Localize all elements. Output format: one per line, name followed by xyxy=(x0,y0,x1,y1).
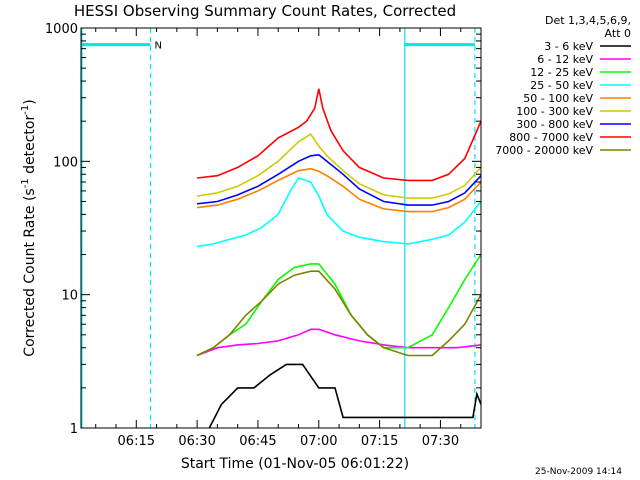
x-axis-label: Start Time (01-Nov-05 06:01:22) xyxy=(181,456,409,472)
y-axis-label: Corrected Count Rate (s-1 detector-1) xyxy=(20,99,38,356)
series-line-3 xyxy=(196,254,482,357)
x-tick-label: 07:15 xyxy=(361,434,398,449)
legend-label: 50 - 100 keV xyxy=(523,92,593,105)
series-line-1 xyxy=(208,363,482,429)
series-line-9 xyxy=(196,270,482,357)
legend-label: 300 - 800 keV xyxy=(516,118,593,131)
x-tick-label: 06:30 xyxy=(178,434,215,449)
plot-frame xyxy=(80,27,482,429)
timestamp-label: 25-Nov-2009 14:14 xyxy=(535,467,622,477)
y-tick-label: 10 xyxy=(61,289,78,304)
x-tick-label: 06:45 xyxy=(239,434,276,449)
y-axis-label-sup: -1 xyxy=(20,178,31,188)
series-line-5 xyxy=(197,167,482,213)
series-line-7 xyxy=(197,153,482,206)
legend-label: 6 - 12 keV xyxy=(537,53,593,66)
y-tick-label: 100 xyxy=(53,155,78,170)
y-tick-label: 1 xyxy=(70,422,78,437)
legend-label: 100 - 300 keV xyxy=(516,105,593,118)
y-tick-label: 1000 xyxy=(45,22,78,37)
series-line-2 xyxy=(196,328,482,357)
series-line-4 xyxy=(196,177,482,248)
x-tick-label: 07:00 xyxy=(300,434,337,449)
legend-header: Det 1,3,4,5,6,9, xyxy=(545,14,631,27)
night-marker-label: N xyxy=(154,41,161,52)
y-axis-label-part: detector xyxy=(22,115,38,179)
y-axis-label-part: ) xyxy=(22,99,38,104)
y-axis-label-part: Corrected Count Rate (s xyxy=(22,188,38,356)
y-axis-label-sup: -1 xyxy=(20,105,31,115)
legend-label: 800 - 7000 keV xyxy=(509,131,593,144)
legend-header: Att 0 xyxy=(605,27,631,40)
legend-label: 3 - 6 keV xyxy=(544,40,593,53)
legend-label: 7000 - 20000 keV xyxy=(495,144,593,157)
series-line-6 xyxy=(196,133,482,199)
legend-label: 25 - 50 keV xyxy=(530,79,593,92)
chart-title: HESSI Observing Summary Count Rates, Cor… xyxy=(74,2,456,20)
x-tick-label: 06:15 xyxy=(118,434,155,449)
legend-label: 12 - 25 keV xyxy=(530,66,593,79)
x-tick-label: 07:30 xyxy=(422,434,459,449)
night-annotation-layer: N xyxy=(81,28,476,428)
series-line-8 xyxy=(197,88,482,182)
series-layer xyxy=(196,88,482,429)
axis-layer: 06:15 06:30 06:45 07:00 07:15 07:30 1 10 100 1000 xyxy=(45,22,482,449)
